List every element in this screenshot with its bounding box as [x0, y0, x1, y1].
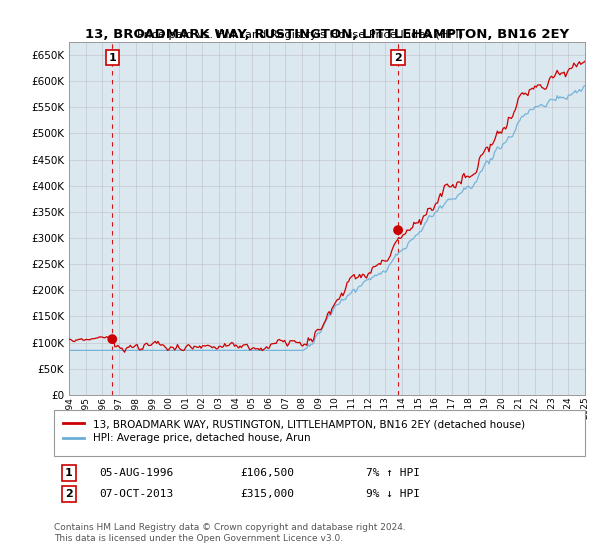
Text: 05-AUG-1996: 05-AUG-1996: [99, 468, 173, 478]
Text: 2: 2: [394, 53, 402, 63]
Text: Contains HM Land Registry data © Crown copyright and database right 2024.
This d: Contains HM Land Registry data © Crown c…: [54, 524, 406, 543]
Text: 07-OCT-2013: 07-OCT-2013: [99, 489, 173, 499]
Text: 9% ↓ HPI: 9% ↓ HPI: [366, 489, 420, 499]
Text: 7% ↑ HPI: 7% ↑ HPI: [366, 468, 420, 478]
Point: [393, 226, 403, 235]
Legend: 13, BROADMARK WAY, RUSTINGTON, LITTLEHAMPTON, BN16 2EY (detached house), HPI: Av: 13, BROADMARK WAY, RUSTINGTON, LITTLEHAM…: [59, 415, 529, 447]
Point: [107, 335, 117, 344]
Text: Price paid vs. HM Land Registry's House Price Index (HPI): Price paid vs. HM Land Registry's House …: [137, 30, 463, 40]
Title: 13, BROADMARK WAY, RUSTINGTON, LITTLEHAMPTON, BN16 2EY: 13, BROADMARK WAY, RUSTINGTON, LITTLEHAM…: [85, 28, 569, 41]
Text: 1: 1: [109, 53, 116, 63]
Text: £106,500: £106,500: [240, 468, 294, 478]
Text: 1: 1: [65, 468, 73, 478]
Text: £315,000: £315,000: [240, 489, 294, 499]
Text: 2: 2: [65, 489, 73, 499]
